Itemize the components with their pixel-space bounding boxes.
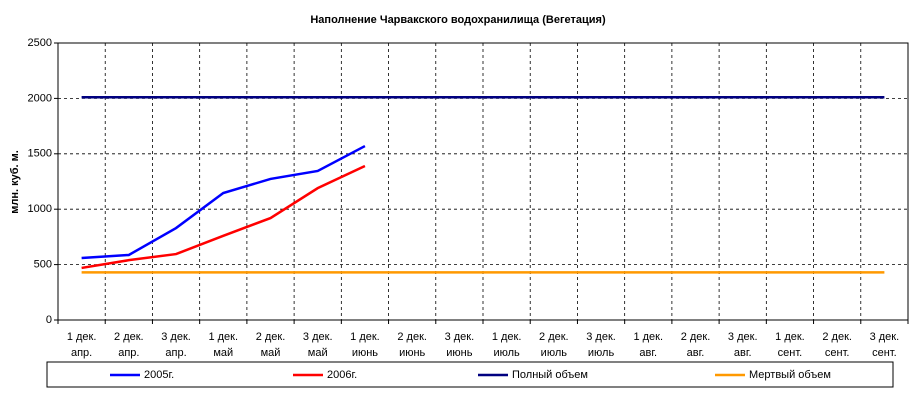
- x-tick-label: авг.: [687, 347, 705, 359]
- x-tick-label: апр.: [165, 347, 186, 359]
- x-tick-label: 3 дек.: [586, 331, 616, 343]
- x-tick-label: 2 дек.: [681, 331, 711, 343]
- x-tick-label: июнь: [399, 347, 425, 359]
- y-tick-label: 2500: [28, 37, 52, 49]
- legend-label: Полный объем: [512, 369, 588, 381]
- x-tick-label: 1 дек.: [67, 331, 97, 343]
- x-tick-label: 2 дек.: [539, 331, 569, 343]
- x-tick-label: май: [308, 347, 328, 359]
- x-tick-label: 3 дек.: [161, 331, 191, 343]
- series-line: [81, 164, 366, 270]
- x-tick-label: июль: [493, 347, 520, 359]
- x-tick-label: 1 дек.: [492, 331, 522, 343]
- y-tick-label: 2000: [28, 92, 52, 104]
- chart-title: Наполнение Чарвакского водохранилища (Ве…: [310, 14, 606, 26]
- x-tick-label: 2 дек.: [822, 331, 852, 343]
- x-tick-label: 3 дек.: [303, 331, 333, 343]
- y-tick-label: 0: [46, 314, 52, 326]
- x-tick-label: июнь: [352, 347, 378, 359]
- x-tick-label: авг.: [639, 347, 657, 359]
- x-tick-label: июль: [541, 347, 568, 359]
- x-tick-label: 1 дек.: [633, 331, 663, 343]
- legend-label: Мертвый объем: [749, 369, 831, 381]
- x-tick-label: 1 дек.: [350, 331, 380, 343]
- y-tick-label: 1500: [28, 148, 52, 160]
- x-tick-label: сент.: [872, 347, 897, 359]
- x-tick-label: 3 дек.: [728, 331, 758, 343]
- x-tick-label: 3 дек.: [445, 331, 475, 343]
- y-axis-label: млн. куб. м.: [9, 150, 21, 214]
- x-tick-label: июль: [588, 347, 615, 359]
- x-tick-label: апр.: [71, 347, 92, 359]
- x-tick-label: май: [261, 347, 281, 359]
- x-tick-label: апр.: [118, 347, 139, 359]
- x-tick-label: июнь: [446, 347, 472, 359]
- x-tick-label: 2 дек.: [256, 331, 286, 343]
- x-tick-label: 1 дек.: [775, 331, 805, 343]
- legend-label: 2005г.: [144, 369, 174, 381]
- x-tick-label: 1 дек.: [208, 331, 238, 343]
- series-line: [81, 144, 366, 260]
- x-tick-label: авг.: [734, 347, 752, 359]
- x-tick-label: 3 дек.: [870, 331, 900, 343]
- legend-box: [46, 361, 894, 388]
- x-tick-label: май: [213, 347, 233, 359]
- x-tick-label: 2 дек.: [397, 331, 427, 343]
- legend-label: 2006г.: [327, 369, 357, 381]
- y-tick-label: 500: [34, 259, 52, 271]
- y-tick-label: 1000: [28, 203, 52, 215]
- x-tick-label: 2 дек.: [114, 331, 144, 343]
- x-tick-label: сент.: [825, 347, 850, 359]
- x-tick-label: сент.: [778, 347, 803, 359]
